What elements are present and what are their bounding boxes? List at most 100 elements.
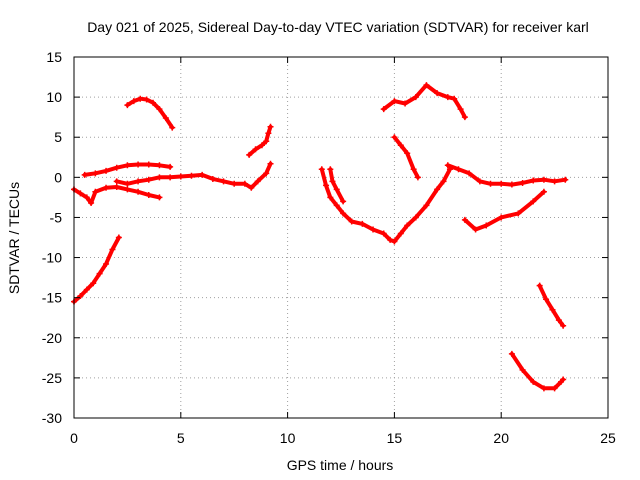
x-tick-label: 0 xyxy=(70,430,78,446)
series-line xyxy=(328,167,346,204)
data-point-marker xyxy=(410,166,417,173)
data-point-marker xyxy=(487,180,494,187)
data-point-marker xyxy=(77,190,84,197)
data-point-marker xyxy=(536,282,543,289)
data-point-marker xyxy=(391,134,398,141)
series-arc-2 xyxy=(124,95,176,131)
data-point-marker xyxy=(444,162,451,169)
series-line xyxy=(381,83,467,120)
data-point-marker xyxy=(83,286,90,293)
series-line xyxy=(462,189,546,232)
data-point-marker xyxy=(135,188,142,195)
data-point-marker xyxy=(519,366,526,373)
series-arc-14 xyxy=(508,350,567,392)
series-arc-11 xyxy=(444,162,569,188)
data-point-marker xyxy=(265,130,272,137)
data-point-marker xyxy=(404,150,411,157)
data-point-marker xyxy=(248,184,255,191)
data-point-marker xyxy=(455,166,462,173)
x-tick-label: 25 xyxy=(600,430,616,446)
grid-lines xyxy=(74,57,608,418)
data-point-marker xyxy=(145,176,152,183)
data-point-marker xyxy=(267,123,274,130)
data-point-marker xyxy=(551,385,558,392)
series-line xyxy=(445,163,568,187)
series-line xyxy=(319,167,452,244)
data-point-marker xyxy=(440,178,447,185)
data-point-marker xyxy=(145,161,152,168)
data-point-marker xyxy=(540,385,547,392)
data-point-marker xyxy=(254,178,261,185)
data-point-marker xyxy=(540,176,547,183)
x-tick-label: 10 xyxy=(280,430,296,446)
data-point-marker xyxy=(466,170,473,177)
data-point-marker xyxy=(498,214,505,221)
data-point-marker xyxy=(252,146,259,153)
data-point-marker xyxy=(461,216,468,223)
data-point-marker xyxy=(387,236,394,243)
data-point-marker xyxy=(414,174,421,181)
data-point-marker xyxy=(380,106,387,113)
data-point-marker xyxy=(412,214,419,221)
data-point-marker xyxy=(92,188,99,195)
data-point-marker xyxy=(370,226,377,233)
data-point-marker xyxy=(530,198,537,205)
series-line xyxy=(72,235,121,304)
data-point-marker xyxy=(519,179,526,186)
data-point-marker xyxy=(457,106,464,113)
y-tick-label: 5 xyxy=(54,129,62,145)
data-point-marker xyxy=(92,170,99,177)
x-axis-title: GPS time / hours xyxy=(287,457,394,473)
data-point-marker xyxy=(103,184,110,191)
x-tick-labels: 0 5 10 15 20 25 xyxy=(70,430,616,446)
data-point-marker xyxy=(476,178,483,185)
data-point-marker xyxy=(241,180,248,187)
data-point-marker xyxy=(156,106,163,113)
data-point-marker xyxy=(77,293,84,300)
series-arc-1 xyxy=(71,234,122,305)
data-point-marker xyxy=(402,100,409,107)
data-point-marker xyxy=(472,226,479,233)
data-point-marker xyxy=(359,220,366,227)
data-point-marker xyxy=(391,238,398,245)
series-arc-10 xyxy=(380,82,468,121)
series-arc-13 xyxy=(536,282,567,329)
data-point-marker xyxy=(167,163,174,170)
data-point-marker xyxy=(412,94,419,101)
data-point-marker xyxy=(451,95,458,102)
series-arc-4 xyxy=(81,161,174,178)
data-point-marker xyxy=(188,172,195,179)
data-point-marker xyxy=(397,142,404,149)
data-point-marker xyxy=(329,178,336,185)
data-point-marker xyxy=(263,170,270,177)
data-point-marker xyxy=(434,90,441,97)
data-point-marker xyxy=(327,166,334,173)
series-arc-12 xyxy=(461,188,547,233)
x-tick-label: 15 xyxy=(387,430,403,446)
data-point-marker xyxy=(246,151,253,158)
data-point-marker xyxy=(562,176,569,183)
data-point-marker xyxy=(508,350,515,357)
data-point-marker xyxy=(508,181,515,188)
plot-frame xyxy=(73,56,609,419)
data-point-marker xyxy=(145,191,152,198)
data-point-marker xyxy=(444,94,451,101)
x-tick-label: 20 xyxy=(493,430,509,446)
data-point-marker xyxy=(135,178,142,185)
series-line xyxy=(509,351,566,391)
data-point-marker xyxy=(156,174,163,181)
data-point-marker xyxy=(90,280,97,287)
data-point-marker xyxy=(515,210,522,217)
data-point-marker xyxy=(169,124,176,131)
data-point-marker xyxy=(461,114,468,121)
data-point-marker xyxy=(115,234,122,241)
data-series xyxy=(71,82,569,392)
y-tick-labels: -30 -25 -20 -15 -10 -5 0 5 10 15 xyxy=(42,49,62,426)
y-tick-label: -5 xyxy=(50,209,63,225)
data-point-marker xyxy=(135,161,142,168)
y-axis-title: SDTVAR / TECUs xyxy=(6,182,22,294)
data-point-marker xyxy=(220,178,227,185)
series-arc-9 xyxy=(391,134,421,181)
data-point-marker xyxy=(156,162,163,169)
